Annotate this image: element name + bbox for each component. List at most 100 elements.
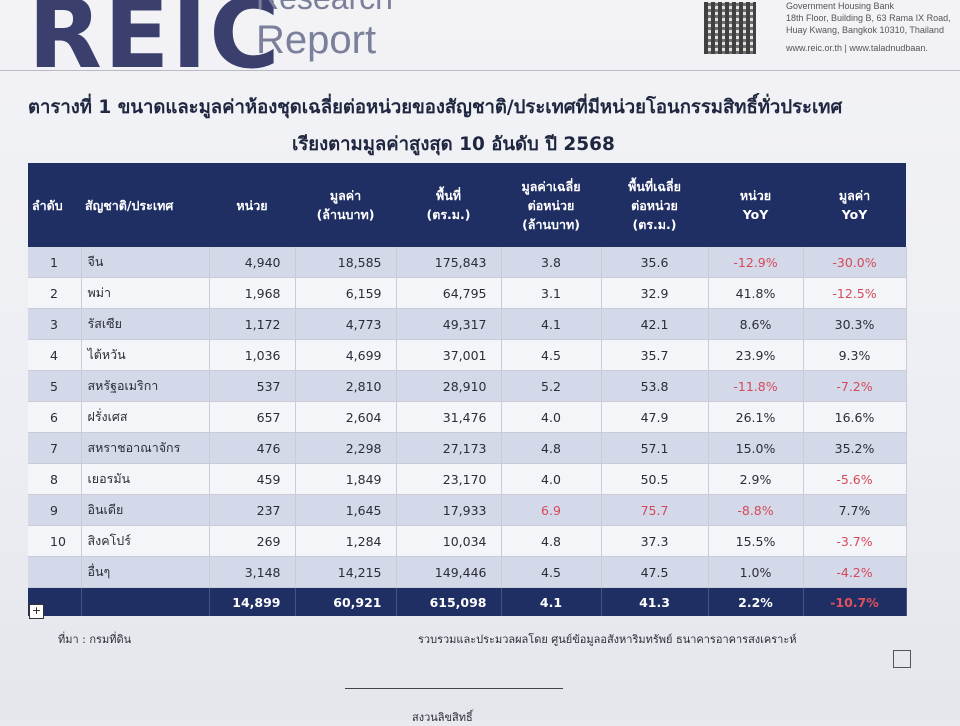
table-total-row: 14,899 60,921 615,098 4.1 41.3 2.2% -10.…: [28, 587, 907, 616]
total-avg-area: 41.3: [601, 587, 709, 616]
cell-avg-value: 3.1: [501, 277, 602, 309]
cell-units: 657: [209, 401, 296, 433]
cell-avg-area: 47.9: [601, 401, 709, 433]
reic-logo: REIC: [28, 0, 282, 90]
cell-avg-value: 6.9: [501, 494, 602, 526]
table-row: 6 ฝรั่งเศส 657 2,604 31,476 4.0 47.9 26.1% 16.6%: [28, 401, 907, 433]
cell-value-yoy: 7.7%: [803, 494, 907, 526]
cell-country: จีน: [81, 247, 210, 278]
cell-units-yoy: -8.8%: [708, 494, 804, 526]
col-header-value-yoy: มูลค่า YoY: [803, 163, 906, 247]
total-country: [81, 587, 210, 616]
table-title: ตารางที่ 1 ขนาดและมูลค่าห้องชุดเฉลี่ยต่อ…: [28, 97, 843, 118]
compiled-by-note: รวบรวมและประมวลผลโดย ศูนย์ข้อมูลอสังหาริ…: [418, 633, 797, 646]
table-row: 10 สิงคโปร์ 269 1,284 10,034 4.8 37.3 15.5% -3.7…: [28, 525, 907, 557]
cell-avg-value: 3.8: [501, 247, 602, 278]
cell-rank: 5: [28, 370, 82, 402]
col-header-value: มูลค่า (ล้านบาท): [295, 163, 396, 247]
cell-value: 14,215: [295, 556, 397, 588]
table-row: 2 พม่า 1,968 6,159 64,795 3.1 32.9 41.8% -12.5%: [28, 277, 907, 309]
cell-value: 6,159: [295, 277, 397, 309]
total-avg-value: 4.1: [501, 587, 602, 616]
website-links: www.reic.or.th | www.taladnudbaan.: [786, 43, 928, 53]
bank-info: Government Housing Bank 18th Floor, Buil…: [786, 0, 960, 54]
cell-country: สหรัฐอเมริกา: [81, 370, 210, 402]
col-header-avg-area: พื้นที่เฉลี่ย ต่อหน่วย (ตร.ม.): [601, 163, 708, 247]
cell-country: อินเดีย: [81, 494, 210, 526]
cell-area: 27,173: [396, 432, 502, 464]
cell-area: 37,001: [396, 339, 502, 371]
cell-avg-value: 4.5: [501, 339, 602, 371]
cell-area: 149,446: [396, 556, 502, 588]
cell-country: สิงคโปร์: [81, 525, 210, 557]
cell-value-yoy: 9.3%: [803, 339, 907, 371]
copyright-note: สงวนลิขสิทธิ์: [412, 711, 473, 724]
cell-rank: 8: [28, 463, 82, 495]
cell-area: 23,170: [396, 463, 502, 495]
cell-rank: 1: [28, 247, 82, 278]
cell-value: 1,645: [295, 494, 397, 526]
cell-rank: 6: [28, 401, 82, 433]
cell-value: 4,773: [295, 308, 397, 340]
cell-units-yoy: 26.1%: [708, 401, 804, 433]
checkbox-square[interactable]: [893, 650, 911, 668]
cell-avg-value: 4.0: [501, 401, 602, 433]
cell-area: 64,795: [396, 277, 502, 309]
cell-area: 49,317: [396, 308, 502, 340]
cell-avg-value: 4.5: [501, 556, 602, 588]
source-note: ที่มา : กรมที่ดิน: [58, 633, 132, 646]
cell-area: 175,843: [396, 247, 502, 278]
cell-area: 31,476: [396, 401, 502, 433]
cell-units-yoy: -11.8%: [708, 370, 804, 402]
cell-avg-area: 42.1: [601, 308, 709, 340]
cell-units: 476: [209, 432, 296, 464]
cell-value-yoy: -7.2%: [803, 370, 907, 402]
data-table[interactable]: ลำดับ สัญชาติ/ประเทศ หน่วย มูลค่า (ล้านบ…: [28, 163, 907, 616]
cell-avg-area: 53.8: [601, 370, 709, 402]
col-header-units-yoy: หน่วย YoY: [708, 163, 803, 247]
cell-rank: 4: [28, 339, 82, 371]
cell-value: 1,849: [295, 463, 397, 495]
table-row: 7 สหราชอาณาจักร 476 2,298 27,173 4.8 57.1 15.0%…: [28, 432, 907, 464]
cell-rank: 9: [28, 494, 82, 526]
cell-value: 4,699: [295, 339, 397, 371]
cell-units: 459: [209, 463, 296, 495]
cell-area: 28,910: [396, 370, 502, 402]
col-header-area: พื้นที่ (ตร.ม.): [396, 163, 501, 247]
cell-area: 10,034: [396, 525, 502, 557]
cell-value: 1,284: [295, 525, 397, 557]
cell-value-yoy: -3.7%: [803, 525, 907, 557]
table-row: 5 สหรัฐอเมริกา 537 2,810 28,910 5.2 53.8 -11.8%…: [28, 370, 907, 402]
total-value: 60,921: [295, 587, 397, 616]
cell-country: เยอรมัน: [81, 463, 210, 495]
cell-value: 2,604: [295, 401, 397, 433]
footer-divider: [345, 688, 563, 689]
cell-units: 237: [209, 494, 296, 526]
cell-value: 18,585: [295, 247, 397, 278]
cell-units-yoy: 41.8%: [708, 277, 804, 309]
table-header-row: ลำดับ สัญชาติ/ประเทศ หน่วย มูลค่า (ล้านบ…: [28, 163, 906, 247]
col-header-units: หน่วย: [209, 163, 295, 247]
table-subtitle: เรียงตามมูลค่าสูงสุด 10 อันดับ ปี 2568: [292, 134, 615, 155]
cell-avg-area: 47.5: [601, 556, 709, 588]
cell-country: รัสเซีย: [81, 308, 210, 340]
total-units-yoy: 2.2%: [708, 587, 804, 616]
cell-units-yoy: 1.0%: [708, 556, 804, 588]
table-move-handle-icon[interactable]: +: [29, 604, 44, 619]
cell-country: ฝรั่งเศส: [81, 401, 210, 433]
table-row: 1 จีน 4,940 18,585 175,843 3.8 35.6 -12.9% -30.0…: [28, 247, 907, 278]
table-row: 4 ไต้หวัน 1,036 4,699 37,001 4.5 35.7 23.9% 9.3%: [28, 339, 907, 371]
cell-avg-area: 32.9: [601, 277, 709, 309]
cell-value: 2,810: [295, 370, 397, 402]
cell-avg-value: 5.2: [501, 370, 602, 402]
table-row: 3 รัสเซีย 1,172 4,773 49,317 4.1 42.1 8.6% 30.3%: [28, 308, 907, 340]
cell-value-yoy: 16.6%: [803, 401, 907, 433]
cell-avg-area: 37.3: [601, 525, 709, 557]
cell-units-yoy: 15.0%: [708, 432, 804, 464]
logo-sub-research: Research: [256, 0, 393, 14]
cell-units: 1,036: [209, 339, 296, 371]
cell-avg-value: 4.8: [501, 525, 602, 557]
cell-avg-area: 50.5: [601, 463, 709, 495]
cell-units: 1,968: [209, 277, 296, 309]
cell-avg-value: 4.1: [501, 308, 602, 340]
